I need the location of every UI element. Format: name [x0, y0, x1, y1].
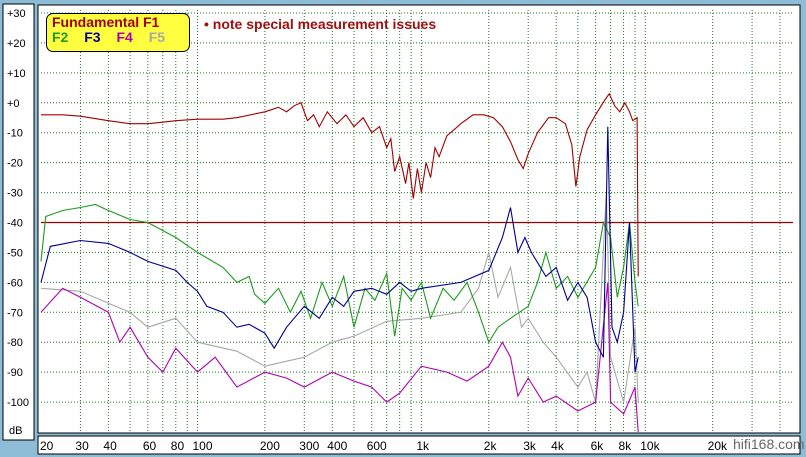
- x-tick-label: 20k: [708, 439, 728, 453]
- x-tick-label: 1k: [416, 439, 430, 453]
- y-tick-label: -40: [7, 217, 23, 229]
- x-tick-label: 30: [75, 439, 89, 453]
- y-tick-label: -20: [7, 158, 23, 170]
- y-tick-label: -60: [7, 277, 23, 289]
- x-tick-label: 6k: [591, 439, 605, 453]
- y-tick-label: -50: [7, 247, 23, 259]
- series-fundamental-f1: [41, 92, 639, 277]
- x-axis-panel: [37, 435, 801, 455]
- x-tick-label: 60: [143, 439, 157, 453]
- legend: Fundamental F1 F2 F3 F4 F5: [46, 13, 190, 52]
- series-f3: [40, 126, 639, 373]
- legend-f2: F2: [52, 29, 69, 45]
- x-tick-label: 20: [40, 439, 54, 453]
- plot-area: [37, 4, 801, 434]
- x-tick-label: 80: [171, 439, 185, 453]
- series-f2: [40, 203, 639, 344]
- x-tick-label: 600: [367, 439, 387, 453]
- y-tick-label: -90: [7, 367, 23, 379]
- y-tick-label: +0: [7, 98, 20, 110]
- y-tick-label: +20: [7, 38, 26, 50]
- x-tick-label: 300: [299, 439, 319, 453]
- x-tick-label: 200: [260, 439, 280, 453]
- y-tick-label: -10: [7, 128, 23, 140]
- y-tick-label: +30: [7, 8, 26, 20]
- y-tick-label: -80: [7, 337, 23, 349]
- y-axis-panel: [2, 3, 35, 441]
- x-tick-label: 10k: [640, 439, 660, 453]
- y-tick-label: +10: [7, 68, 26, 80]
- legend-f4: F4: [116, 29, 133, 45]
- y-tick-label: -30: [7, 188, 23, 200]
- note: • note special measurement issues: [204, 16, 437, 32]
- y-tick-label: -70: [7, 307, 23, 319]
- legend-f1: Fundamental F1: [52, 14, 160, 30]
- x-tick-label: 2k: [484, 439, 498, 453]
- y-tick-label: -100: [7, 397, 29, 409]
- x-tick-label: 40: [103, 439, 117, 453]
- y-axis-unit: dB: [9, 425, 22, 437]
- x-tick-label: 8k: [619, 439, 633, 453]
- series-f4: [40, 282, 639, 433]
- x-tick-label: 3k: [523, 439, 537, 453]
- x-tick-label: 400: [327, 439, 347, 453]
- x-tick-label: 4k: [551, 439, 565, 453]
- watermark: hifi168.com: [733, 436, 805, 452]
- legend-f5: F5: [148, 29, 166, 45]
- legend-f3: F3: [84, 29, 101, 45]
- x-tick-label: 100: [192, 439, 212, 453]
